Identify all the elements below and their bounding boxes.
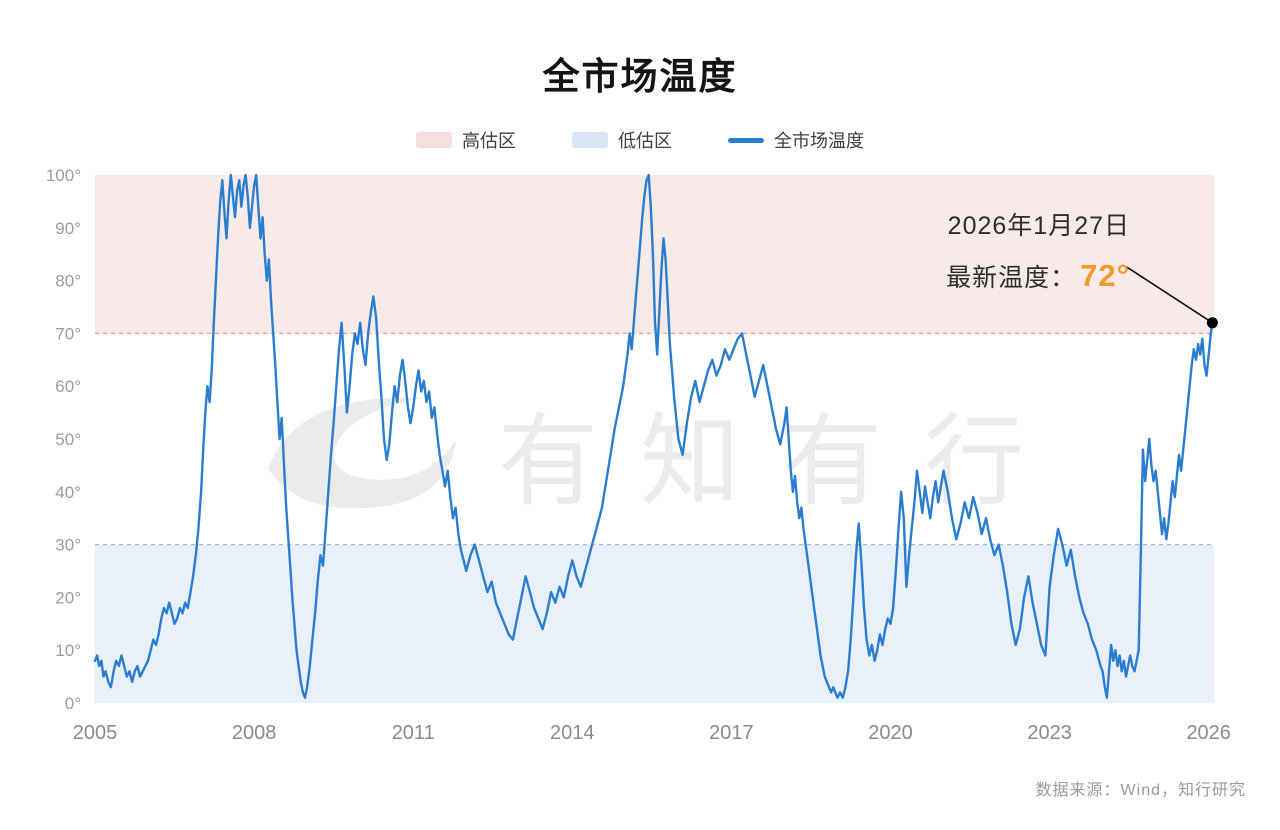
latest-point-dot bbox=[1206, 317, 1218, 329]
y-axis-tick-label: 20° bbox=[55, 588, 81, 607]
x-axis-tick-label: 2017 bbox=[709, 722, 754, 744]
x-axis-tick-label: 2008 bbox=[232, 722, 277, 744]
y-axis-tick-label: 60° bbox=[55, 377, 81, 396]
x-axis-tick-label: 2020 bbox=[868, 722, 913, 744]
annotation-date: 2026年1月27日 bbox=[947, 212, 1130, 240]
annotation-pointer-line bbox=[1125, 266, 1210, 322]
annotation-temperature: 最新温度： 72° bbox=[946, 258, 1130, 294]
watermark: 有知有行 bbox=[268, 397, 1066, 518]
data-source: 数据来源：Wind，知行研究 bbox=[1035, 782, 1246, 799]
y-axis-tick-label: 90° bbox=[55, 219, 81, 238]
overvalued-swatch bbox=[416, 132, 452, 148]
temperature-line bbox=[93, 173, 1214, 699]
y-axis-tick-label: 100° bbox=[46, 166, 81, 185]
legend-item-undervalued[interactable]: 低估区 bbox=[572, 127, 672, 153]
legend-label: 低估区 bbox=[618, 131, 672, 151]
y-axis-tick-label: 0° bbox=[65, 694, 81, 713]
y-axis-tick-label: 80° bbox=[55, 272, 81, 291]
legend-item-overvalued[interactable]: 高估区 bbox=[416, 127, 516, 153]
x-axis-tick-label: 2011 bbox=[392, 722, 435, 744]
x-axis-tick-label: 2026 bbox=[1186, 722, 1231, 744]
legend-item-temperature[interactable]: 全市场温度 bbox=[728, 127, 864, 153]
legend: 高估区 低估区 全市场温度 bbox=[0, 124, 1280, 156]
annotation-value: 72° bbox=[1080, 258, 1130, 293]
y-axis-tick-label: 30° bbox=[55, 536, 81, 555]
undervalued-swatch bbox=[572, 132, 608, 148]
legend-label: 高估区 bbox=[462, 131, 516, 151]
y-axis-tick-label: 50° bbox=[55, 430, 81, 449]
x-axis-tick-label: 2023 bbox=[1027, 722, 1072, 744]
temperature-swatch bbox=[728, 137, 764, 143]
x-axis-tick-label: 2005 bbox=[73, 722, 118, 744]
page-title: 全市场温度 bbox=[542, 56, 738, 97]
watermark-text: 有知有行 bbox=[498, 406, 1066, 518]
y-axis-tick-label: 10° bbox=[55, 641, 81, 660]
y-axis-tick-label: 40° bbox=[55, 483, 81, 502]
annotation-label: 最新温度： bbox=[946, 264, 1077, 292]
x-axis-tick-label: 2014 bbox=[550, 722, 595, 744]
legend-label: 全市场温度 bbox=[774, 131, 864, 151]
y-axis-tick-label: 70° bbox=[55, 324, 81, 343]
undervalued-band bbox=[95, 544, 1214, 703]
watermark-logo-icon bbox=[268, 397, 456, 509]
latest-annotation: 2026年1月27日 最新温度： 72° bbox=[946, 206, 1130, 294]
